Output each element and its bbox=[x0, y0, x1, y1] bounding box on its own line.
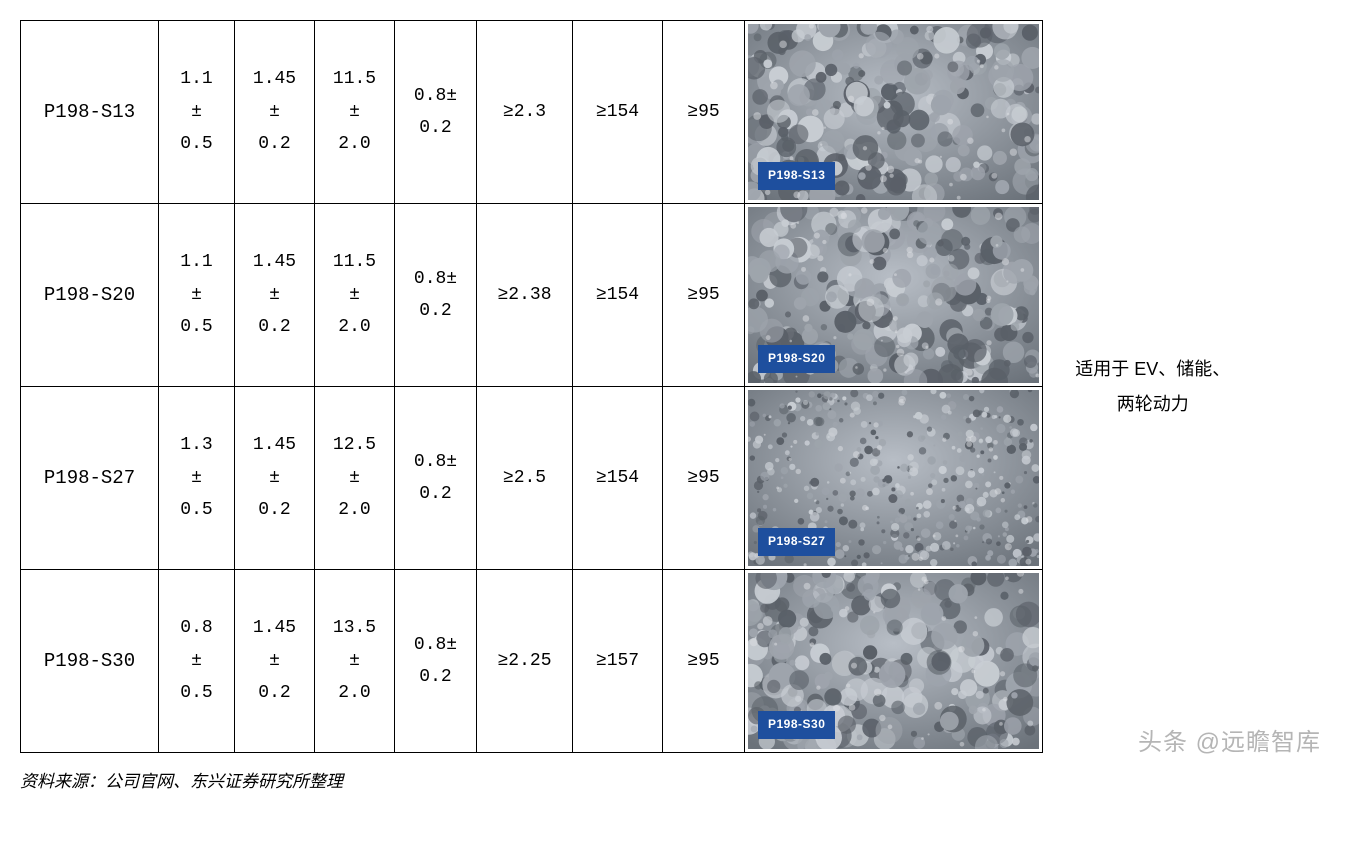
microscope-image: P198-S13 bbox=[745, 21, 1043, 204]
spec-cell: ≥95 bbox=[663, 21, 745, 204]
image-tag: P198-S20 bbox=[758, 345, 835, 373]
spec-cell: 11.5±2.0 bbox=[315, 204, 395, 387]
spec-cell: 1.45±0.2 bbox=[235, 387, 315, 570]
image-tag: P198-S27 bbox=[758, 528, 835, 556]
spec-cell: 0.8±0.2 bbox=[395, 21, 477, 204]
spec-cell: 0.8±0.5 bbox=[159, 570, 235, 753]
microscope-image: P198-S27 bbox=[745, 387, 1043, 570]
microscope-image: P198-S30 bbox=[745, 570, 1043, 753]
spec-cell: ≥95 bbox=[663, 387, 745, 570]
spec-cell: 0.8±0.2 bbox=[395, 204, 477, 387]
application-note: 适用于 EV、储能、两轮动力 bbox=[1043, 21, 1263, 753]
image-tag: P198-S13 bbox=[758, 162, 835, 190]
spec-cell: ≥2.5 bbox=[477, 387, 573, 570]
spec-cell: 1.1±0.5 bbox=[159, 21, 235, 204]
spec-cell: 12.5±2.0 bbox=[315, 387, 395, 570]
spec-cell: 0.8±0.2 bbox=[395, 387, 477, 570]
spec-cell: 13.5±2.0 bbox=[315, 570, 395, 753]
image-tag: P198-S30 bbox=[758, 711, 835, 739]
spec-cell: ≥154 bbox=[573, 387, 663, 570]
spec-cell: ≥2.38 bbox=[477, 204, 573, 387]
spec-cell: ≥154 bbox=[573, 21, 663, 204]
microscope-image: P198-S20 bbox=[745, 204, 1043, 387]
spec-cell: ≥95 bbox=[663, 570, 745, 753]
spec-cell: ≥157 bbox=[573, 570, 663, 753]
spec-cell: 1.45±0.2 bbox=[235, 21, 315, 204]
spec-cell: 1.45±0.2 bbox=[235, 204, 315, 387]
spec-cell: ≥2.3 bbox=[477, 21, 573, 204]
product-name: P198-S13 bbox=[21, 21, 159, 204]
spec-cell: 11.5±2.0 bbox=[315, 21, 395, 204]
product-name: P198-S30 bbox=[21, 570, 159, 753]
source-note: 资料来源：公司官网、东兴证券研究所整理 bbox=[20, 767, 1351, 792]
spec-cell: 1.1±0.5 bbox=[159, 204, 235, 387]
spec-cell: 1.45±0.2 bbox=[235, 570, 315, 753]
material-spec-table: P198-S131.1±0.51.45±0.211.5±2.00.8±0.2≥2… bbox=[20, 20, 1263, 753]
spec-cell: ≥95 bbox=[663, 204, 745, 387]
spec-cell: ≥154 bbox=[573, 204, 663, 387]
spec-cell: ≥2.25 bbox=[477, 570, 573, 753]
spec-cell: 0.8±0.2 bbox=[395, 570, 477, 753]
spec-cell: 1.3±0.5 bbox=[159, 387, 235, 570]
product-name: P198-S20 bbox=[21, 204, 159, 387]
product-name: P198-S27 bbox=[21, 387, 159, 570]
